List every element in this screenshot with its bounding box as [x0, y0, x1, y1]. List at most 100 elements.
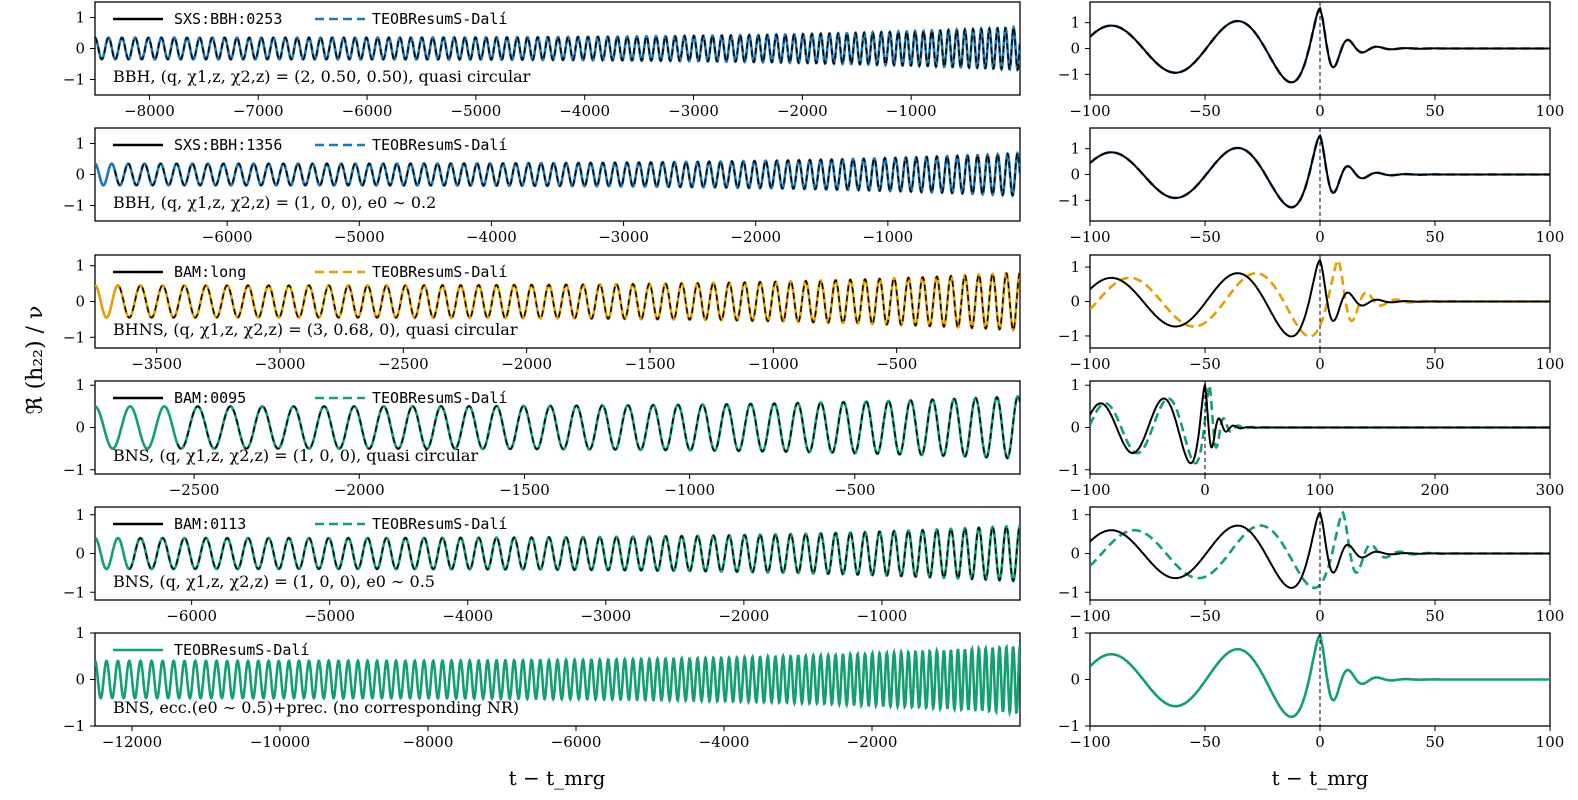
- legend-label-model: TEOBResumS-Dalí: [372, 136, 507, 154]
- y-tick-label: 1: [1070, 624, 1080, 642]
- nr-merger-line: [1090, 258, 1550, 338]
- x-tick-label: 50: [1425, 733, 1444, 751]
- x-tick-label: −1500: [625, 355, 676, 373]
- x-tick-label: −500: [834, 481, 875, 499]
- x-tick-label: −4000: [466, 228, 517, 246]
- x-tick-label: 50: [1425, 228, 1444, 246]
- x-tick-label: −100: [1069, 228, 1110, 246]
- x-tick-label: −1000: [748, 355, 799, 373]
- left-series-group: [95, 524, 1020, 583]
- x-tick-label: 0: [1315, 733, 1325, 751]
- model-merger-line: [1090, 258, 1550, 338]
- x-tick-label: −6000: [202, 228, 253, 246]
- legend: BAM:long TEOBResumS-Dalí: [113, 263, 507, 281]
- y-tick-label: 0: [75, 166, 85, 184]
- x-tick-label: −8000: [403, 733, 454, 751]
- x-tick-label: −1000: [857, 607, 908, 625]
- x-tick-label: −12000: [102, 733, 162, 751]
- panel-annotation: BBH, (q, χ1,z, χ2,z) = (2, 0.50, 0.50), …: [113, 67, 531, 86]
- right-series-group: [1090, 381, 1550, 465]
- x-tick-label: 100: [1306, 481, 1335, 499]
- x-tick-label: 50: [1425, 355, 1444, 373]
- nr-merger-line: [1090, 511, 1550, 589]
- panel-row: −3500 −3000 −2500 −2000 −1500 −1000 −500−101 BA…: [63, 254, 1565, 373]
- x-tick-label: −2000: [334, 481, 385, 499]
- y-tick-label: 0: [75, 40, 85, 58]
- x-tick-label: −100: [1069, 607, 1110, 625]
- x-tick-label: −6000: [551, 733, 602, 751]
- model-series-line: [95, 394, 1020, 460]
- legend: SXS:BBH:0253 TEOBResumS-Dalí: [113, 10, 507, 28]
- y-tick-label: 1: [1070, 506, 1080, 524]
- x-tick-label: −2000: [501, 355, 552, 373]
- y-tick-label: 1: [75, 506, 85, 524]
- x-tick-label: −3000: [255, 355, 306, 373]
- model-series-line: [95, 150, 1020, 198]
- legend-label-model: TEOBResumS-Dalí: [372, 515, 507, 533]
- x-tick-label: −1000: [886, 102, 937, 120]
- x-tick-label: −50: [1189, 355, 1221, 373]
- x-tick-label: −100: [1069, 102, 1110, 120]
- right-series-group: [1090, 258, 1550, 338]
- x-tick-label: −5000: [451, 102, 502, 120]
- x-tick-label: −5000: [334, 228, 385, 246]
- y-tick-label: 0: [1070, 545, 1080, 563]
- x-tick-label: 200: [1421, 481, 1450, 499]
- legend-label-model: TEOBResumS-Dalí: [372, 389, 507, 407]
- y-tick-label: −1: [1058, 583, 1080, 601]
- x-tick-label: −2000: [730, 228, 781, 246]
- x-tick-label: −2000: [777, 102, 828, 120]
- left-series-group: [95, 150, 1020, 198]
- y-tick-label: −1: [63, 583, 85, 601]
- x-tick-label: −100: [1069, 481, 1110, 499]
- x-tick-label: −6000: [166, 607, 217, 625]
- x-tick-label: −8000: [124, 102, 175, 120]
- x-tick-label: 100: [1536, 607, 1565, 625]
- x-tick-label: −50: [1189, 228, 1221, 246]
- x-tick-label: −100: [1069, 733, 1110, 751]
- panel-annotation: BBH, (q, χ1,z, χ2,z) = (1, 0, 0), e0 ∼ 0…: [113, 193, 436, 212]
- x-tick-label: 100: [1536, 102, 1565, 120]
- y-tick-label: 1: [1070, 258, 1080, 276]
- panel-row: −6000 −5000 −4000 −3000 −2000 −1000−101 SXS:BB…: [63, 127, 1564, 246]
- y-tick-label: −1: [1058, 327, 1080, 345]
- x-tick-label: −2500: [378, 355, 429, 373]
- legend-label-nr: SXS:BBH:1356: [174, 136, 282, 154]
- legend: TEOBResumS-Dalí: [113, 641, 309, 659]
- y-tick-label: 1: [75, 257, 85, 275]
- panel-annotation: BNS, (q, χ1,z, χ2,z) = (1, 0, 0), quasi …: [113, 446, 478, 465]
- x-tick-label: 300: [1536, 481, 1565, 499]
- nr-merger-line: [1090, 7, 1550, 84]
- legend: SXS:BBH:1356 TEOBResumS-Dalí: [113, 136, 507, 154]
- y-tick-label: 1: [75, 135, 85, 153]
- y-tick-label: 1: [75, 376, 85, 394]
- y-tick-label: 0: [75, 545, 85, 563]
- y-tick-label: 1: [75, 624, 85, 642]
- y-tick-label: −1: [1058, 717, 1080, 735]
- legend-label-nr: BAM:0113: [174, 515, 246, 533]
- legend-label-nr: BAM:0095: [174, 389, 246, 407]
- y-tick-label: 0: [1070, 40, 1080, 58]
- y-tick-label: −1: [63, 71, 85, 89]
- y-tick-label: −1: [63, 197, 85, 215]
- y-tick-label: 0: [75, 671, 85, 689]
- x-tick-label: −2000: [847, 733, 898, 751]
- nr-merger-line: [1090, 381, 1550, 465]
- model-merger-line: [1090, 381, 1550, 465]
- y-tick-label: −1: [1058, 191, 1080, 209]
- x-tick-label: 100: [1536, 355, 1565, 373]
- y-tick-label: 1: [1070, 14, 1080, 32]
- y-tick-label: 0: [1070, 419, 1080, 437]
- y-tick-label: 0: [1070, 671, 1080, 689]
- x-tick-label: −10000: [250, 733, 310, 751]
- x-tick-label: −7000: [233, 102, 284, 120]
- x-tick-label: −2000: [719, 607, 770, 625]
- y-tick-label: 1: [75, 9, 85, 27]
- y-tick-label: −1: [63, 717, 85, 735]
- y-tick-label: −1: [1058, 65, 1080, 83]
- panel-row: −12000 −10000 −8000 −6000 −4000 −2000−101TEOB…: [63, 624, 1564, 751]
- panel-row: −8000 −7000 −6000 −5000 −4000 −3000 −2000 −1000…: [63, 1, 1565, 120]
- y-tick-label: −1: [1058, 461, 1080, 479]
